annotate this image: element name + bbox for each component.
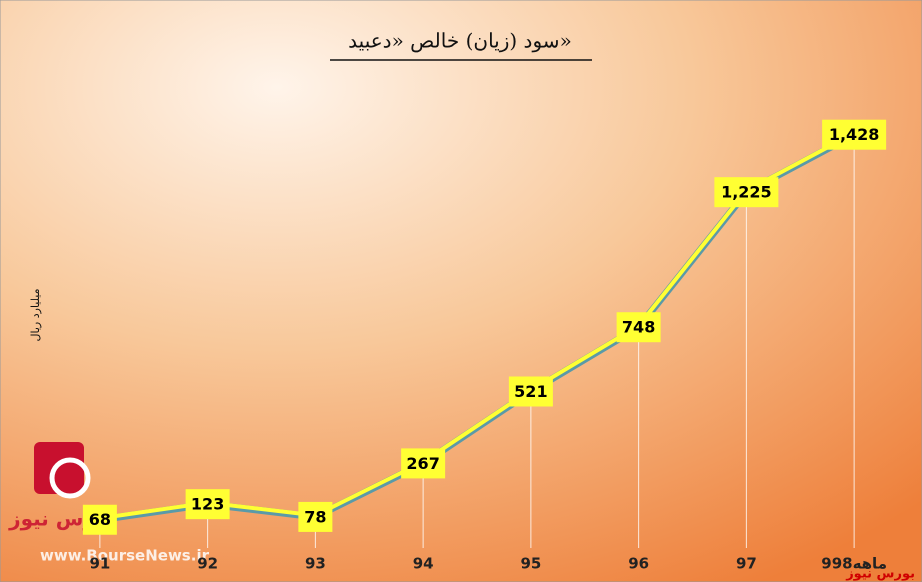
chart-title: سود (زیان) خالص «دعبید» <box>348 29 572 53</box>
value-label: 521 <box>514 382 547 401</box>
x-tick-label: 97 <box>736 555 757 573</box>
value-label-box <box>298 501 333 532</box>
value-label-box <box>822 119 887 150</box>
value-label: 1,225 <box>721 183 772 202</box>
value-label: 68 <box>89 510 111 529</box>
x-tick-label: 93 <box>305 555 326 573</box>
x-tick-label: 91 <box>89 555 110 573</box>
x-tick-label: 96 <box>628 555 649 573</box>
value-label-box <box>714 177 779 208</box>
value-label: 748 <box>622 318 655 337</box>
x-tick-label: 95 <box>520 555 541 573</box>
value-label-box <box>616 312 661 343</box>
x-tick-label: 9ماهه98 <box>821 555 887 573</box>
value-label: 1,428 <box>829 125 880 144</box>
watermark-url: www.BourseNews.ir <box>40 547 210 565</box>
value-label-box <box>82 504 117 535</box>
x-tick-label: 92 <box>197 555 218 573</box>
value-label: 78 <box>304 507 326 526</box>
value-label: 267 <box>406 454 439 473</box>
value-label-box <box>401 448 446 479</box>
value-label: 123 <box>191 495 224 514</box>
value-label-box <box>508 376 553 407</box>
value-label-box <box>185 489 230 520</box>
y-axis-label: میلیارد ریال <box>29 288 42 341</box>
x-tick-label: 94 <box>413 555 434 573</box>
brand-corner: بورس نیوز <box>845 567 915 582</box>
